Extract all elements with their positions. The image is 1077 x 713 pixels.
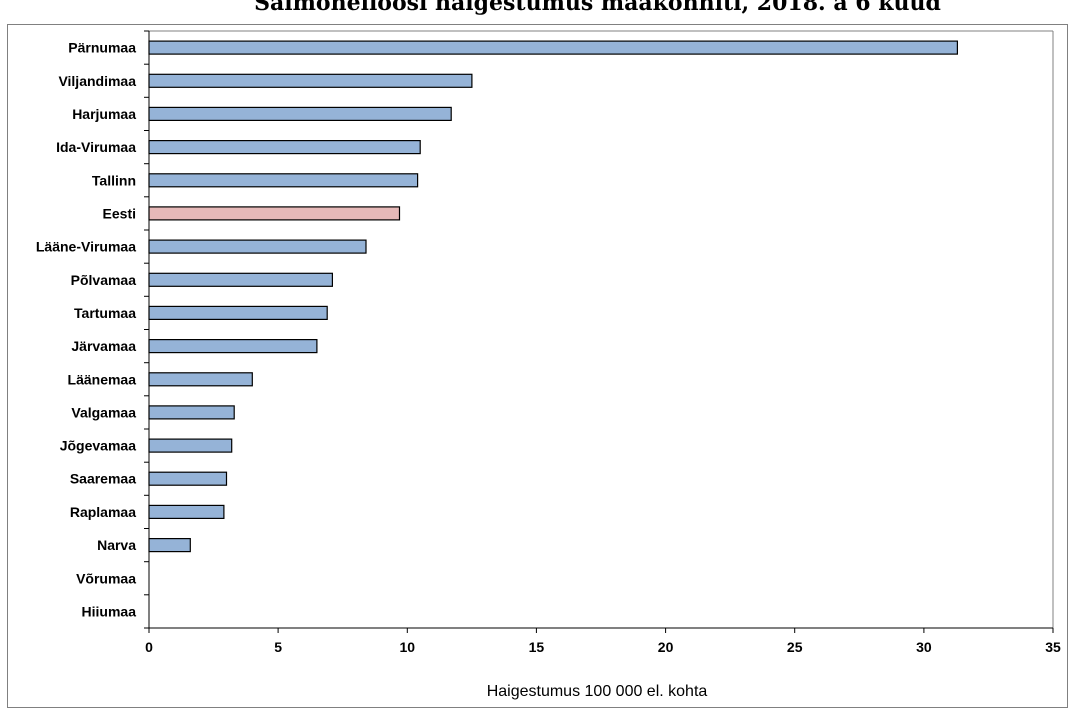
bar xyxy=(148,504,225,519)
y-tick-label: Lääne-Virumaa xyxy=(36,239,136,255)
bar xyxy=(148,239,367,254)
x-tick-label: 35 xyxy=(1045,639,1061,655)
x-tick-label: 0 xyxy=(145,639,153,655)
labels-group: Pärnumaa Viljandimaa Harjumaa Ida-Virumaa Ta… xyxy=(36,40,1061,655)
bar xyxy=(148,372,253,387)
y-tick-label: Hiiumaa xyxy=(82,603,137,619)
bar xyxy=(148,140,421,155)
y-tick-label: Ida-Virumaa xyxy=(56,139,136,155)
y-tick-label: Saaremaa xyxy=(70,471,136,487)
x-tick-label: 20 xyxy=(658,639,674,655)
bar xyxy=(148,73,473,88)
chart-title: Salmonelloosi haigestumus maakonniti, 20… xyxy=(254,0,941,16)
y-tick-label: Eesti xyxy=(103,205,136,221)
y-tick-label: Valgamaa xyxy=(71,404,136,420)
y-tick-label: Raplamaa xyxy=(70,504,136,520)
bar xyxy=(148,339,318,354)
y-tick-label: Läänemaa xyxy=(68,371,137,387)
y-tick-label: Viljandimaa xyxy=(58,73,136,89)
axes-group xyxy=(144,30,1054,633)
y-tick-label: Põlvamaa xyxy=(71,272,137,288)
y-tick-label: Tallinn xyxy=(92,172,136,188)
bar xyxy=(148,272,333,287)
bar xyxy=(148,305,328,320)
y-tick-label: Narva xyxy=(97,537,136,553)
bar xyxy=(148,438,233,453)
bar xyxy=(148,471,228,486)
y-tick-label: Järvamaa xyxy=(71,338,136,354)
bar xyxy=(148,106,452,122)
x-axis-title: Haigestumus 100 000 el. kohta xyxy=(487,683,708,700)
chart-frame xyxy=(7,24,1068,708)
x-tick-label: 25 xyxy=(787,639,803,655)
x-tick-label: 15 xyxy=(529,639,545,655)
y-tick-label: Pärnumaa xyxy=(68,40,136,56)
y-tick-label: Harjumaa xyxy=(72,106,136,122)
x-tick-label: 10 xyxy=(400,639,416,655)
y-tick-label: Tartumaa xyxy=(74,305,136,321)
bar xyxy=(148,40,959,55)
bar xyxy=(148,173,419,188)
y-tick-label: Võrumaa xyxy=(76,570,136,586)
bar xyxy=(148,206,401,221)
x-tick-label: 5 xyxy=(274,639,282,655)
x-tick-label: 30 xyxy=(916,639,932,655)
bar xyxy=(148,405,235,420)
y-tick-label: Jõgevamaa xyxy=(60,438,136,454)
bar xyxy=(148,537,191,553)
bars-group xyxy=(148,40,959,553)
